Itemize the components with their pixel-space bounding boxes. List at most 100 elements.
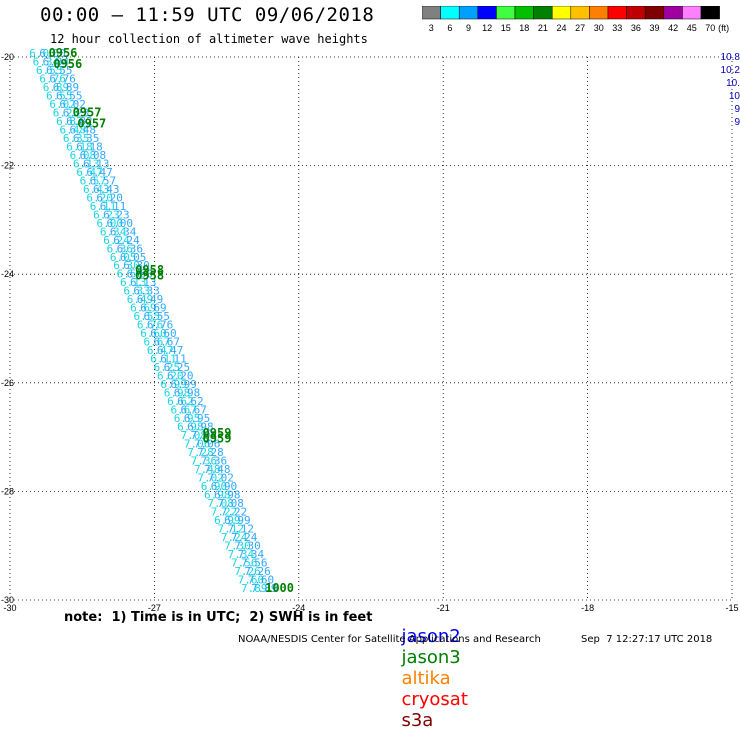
swh-value: 6.08 [80, 149, 107, 162]
colorbar-label: 21 [538, 23, 548, 33]
colorbar-label: 42 [668, 23, 678, 33]
swh-value: 6.62 [177, 395, 204, 408]
swh-value: 6.05 [120, 251, 146, 264]
colorbar-label: 30 [594, 23, 604, 33]
swh-value: 7.24 [231, 531, 258, 544]
swh-value: 6.99 [170, 378, 197, 391]
swh-value: 6.20 [96, 191, 123, 204]
swh-value: 6.33 [123, 285, 150, 298]
swh-value: 7.02 [207, 471, 234, 484]
swh-value: 6.98 [187, 421, 214, 434]
time-label: 1000 [265, 581, 294, 595]
edge-value: 9 [734, 117, 740, 128]
swh-value: 6.18 [76, 140, 103, 153]
wave-height-colorbar: 3 6 9 12 15 18 21 24 27 30 33 36 39 42 45 70 (ft) [422, 6, 729, 33]
swh-value: 6.18 [66, 140, 93, 153]
swh-value: 7.06 [194, 438, 221, 451]
swh-value: 6.95 [184, 412, 211, 425]
swh-value: 7.89 [251, 582, 277, 595]
swh-value: 6.35 [63, 132, 90, 145]
swh-value: 6.23 [63, 106, 90, 119]
swh-value: 6.89 [53, 81, 79, 94]
swh-value: 7.12 [218, 522, 245, 535]
y-tick-label: -28 [1, 486, 14, 496]
swh-value: 6.08 [70, 149, 97, 162]
swh-value: 6.23 [53, 106, 80, 119]
swh-value: 6.25 [154, 361, 181, 374]
swh-value: 6.69 [140, 302, 167, 315]
swh-value: 6.30 [123, 259, 149, 272]
colorbar-label: 15 [501, 23, 511, 33]
swh-value: 6.24 [103, 234, 130, 247]
colorbar-label: 12 [482, 23, 492, 33]
swh-value: 6.20 [86, 191, 113, 204]
swh-value: 6.20 [157, 370, 184, 383]
swh-value: 6.69 [130, 302, 157, 315]
legend-cryosat: cryosat [401, 689, 468, 710]
swh-value: 6.47 [86, 166, 113, 179]
swh-value: 6.47 [76, 166, 103, 179]
swh-value: 7.36 [191, 455, 218, 468]
generated-timestamp: Sep 7 12:27:17 UTC 2018 [581, 634, 713, 645]
time-label: 0958 [135, 263, 164, 277]
swh-value: 6.55 [36, 64, 63, 77]
swh-value: 6.89 [43, 81, 69, 94]
swh-value: 6.98 [214, 488, 241, 501]
swh-value: 7.56 [241, 556, 268, 569]
time-label: 0957 [73, 106, 102, 120]
swh-value: 6.05 [110, 251, 136, 264]
swh-value: 6.76 [137, 319, 164, 332]
swh-value: 6.23 [93, 208, 120, 221]
swh-value: 7.36 [201, 455, 228, 468]
swh-value: 6.47 [157, 344, 184, 357]
swh-value: 6.11 [150, 353, 177, 366]
swh-value: 6.11 [100, 200, 127, 213]
legend-s3a: s3a [401, 710, 434, 731]
swh-value: 6.67 [170, 404, 197, 417]
swh-value: 7.08 [181, 429, 208, 442]
time-label: 0957 [77, 117, 106, 131]
swh-value: 6.67 [144, 336, 171, 349]
swh-value: 7.56 [231, 556, 258, 569]
colorbar-label: 45 [687, 23, 697, 33]
swh-value: 6.67 [154, 336, 181, 349]
swh-value: 6.36 [107, 242, 133, 255]
swh-value: 7.12 [228, 522, 255, 535]
swh-value: 7.34 [238, 548, 265, 561]
swh-value: 6.23 [103, 208, 130, 221]
legend-jason3: jason3 [401, 647, 461, 668]
x-tick-label: -15 [725, 603, 738, 613]
swh-value: 6.50 [127, 268, 153, 281]
time-label: 0956 [49, 46, 78, 60]
swh-value: 6.11 [90, 200, 117, 213]
swh-value: 6.55 [46, 89, 73, 102]
swh-value: 7.26 [234, 565, 261, 578]
edge-value: 10. [726, 78, 740, 89]
swh-value: 6.99 [224, 514, 251, 527]
swh-value: 6.76 [147, 319, 174, 332]
colorbar-label: 9 [466, 23, 471, 33]
x-tick-label: -24 [292, 603, 305, 613]
edge-value: 10.8 [721, 52, 740, 63]
swh-value: 6.33 [133, 285, 160, 298]
colorbar-label: 27 [575, 23, 585, 33]
x-tick-label: -18 [581, 603, 594, 613]
swh-value: 6.30 [113, 259, 139, 272]
swh-value: 6.00 [106, 217, 133, 230]
swh-value: 6.34 [33, 55, 60, 68]
swh-value: 6.20 [167, 370, 194, 383]
swh-value: 6.35 [73, 132, 100, 145]
swh-value: 6.13 [120, 276, 146, 289]
credit-line: NOAA/NESDIS Center for Satellite Applica… [238, 634, 541, 645]
swh-value: 6.00 [39, 47, 66, 60]
swh-value: 7.28 [187, 446, 214, 459]
swh-value: 6.60 [150, 327, 177, 340]
swh-value: 7.02 [197, 471, 224, 484]
swh-value: 6.67 [180, 404, 207, 417]
swh-value: 6.43 [93, 183, 120, 196]
swh-value: 6.55 [143, 310, 170, 323]
x-tick-label: -30 [3, 603, 16, 613]
swh-value: 6.76 [49, 72, 75, 85]
swh-value: 7.60 [238, 573, 265, 586]
swh-value: 6.34 [43, 55, 70, 68]
